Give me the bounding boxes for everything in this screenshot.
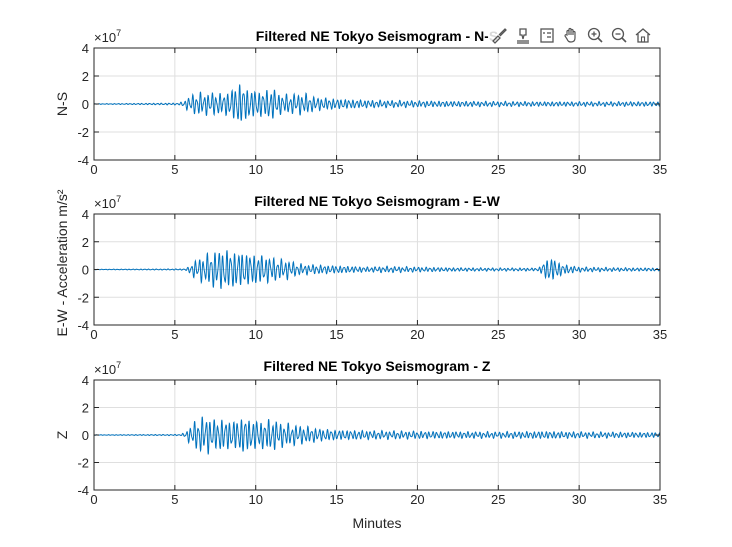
x-tick-label: 20	[410, 492, 424, 507]
y-tick-label: 2	[82, 69, 89, 84]
y-tick-label: 0	[82, 263, 89, 278]
y-tick-label: 2	[82, 401, 89, 416]
subplot-2: 0 5 10 15 20 25 30 35 -4 -2 0 2 4 ×107 Filtered NE Tok…	[77, 193, 667, 342]
x-tick-label: 10	[248, 492, 262, 507]
y-exponent-label: ×107	[94, 194, 121, 211]
subplot-title: Filtered NE Tokyo Seismogram - Z	[264, 358, 491, 374]
figure-ylabel: E-W - Acceleration m/s²	[54, 189, 70, 336]
x-tick-label: 0	[90, 327, 97, 342]
zoom-in-icon[interactable]	[584, 24, 605, 45]
x-tick-label: 35	[653, 162, 667, 177]
home-icon[interactable]	[632, 24, 653, 45]
subplot-ylabel: N-S	[54, 92, 70, 116]
x-tick-label: 0	[90, 492, 97, 507]
y-tick-label: 0	[82, 97, 89, 112]
x-tick-label: 5	[171, 327, 178, 342]
x-tick-label: 35	[653, 492, 667, 507]
y-tick-label: 4	[82, 41, 89, 56]
data-tips-icon[interactable]	[512, 24, 533, 45]
x-tick-label: 10	[248, 327, 262, 342]
x-tick-label: 20	[410, 327, 424, 342]
x-tick-label: 25	[491, 327, 505, 342]
y-exponent-label: ×107	[94, 28, 121, 45]
axes-toolbar	[488, 24, 653, 46]
subplot-ylabel: Z	[54, 430, 70, 439]
x-tick-label: 15	[329, 327, 343, 342]
y-tick-label: 4	[82, 373, 89, 388]
y-tick-label: 4	[82, 207, 89, 222]
x-tick-label: 15	[329, 162, 343, 177]
figure-xlabel: Minutes	[352, 515, 401, 531]
subplot-title: Filtered NE Tokyo Seismogram - E-W	[254, 193, 500, 209]
y-tick-label: 2	[82, 235, 89, 250]
y-tick-label: -4	[77, 153, 89, 168]
y-tick-label: -4	[77, 483, 89, 498]
x-tick-label: 30	[572, 162, 586, 177]
subplot-1: 0 5 10 15 20 25 30 35 -4 -2 0 2 4 ×107 Filtered NE Tok…	[54, 28, 667, 177]
y-exponent-label: ×107	[94, 360, 121, 377]
y-tick-label: -2	[77, 125, 89, 140]
y-tick-label: -2	[77, 456, 89, 471]
subplot-3: 0 5 10 15 20 25 30 35 -4 -2 0 2 4 ×107 Filtered NE Tok…	[54, 358, 667, 507]
seismogram-trace	[93, 416, 661, 455]
x-tick-label: 20	[410, 162, 424, 177]
pan-icon[interactable]	[560, 24, 581, 45]
legend-icon[interactable]	[536, 24, 557, 45]
zoom-out-icon[interactable]	[608, 24, 629, 45]
x-tick-label: 35	[653, 327, 667, 342]
x-tick-label: 25	[491, 492, 505, 507]
x-tick-label: 0	[90, 162, 97, 177]
y-tick-label: -4	[77, 318, 89, 333]
x-tick-label: 30	[572, 492, 586, 507]
brush-icon[interactable]	[488, 24, 509, 45]
subplot-title: Filtered NE Tokyo Seismogram - N-S	[256, 28, 498, 44]
x-tick-label: 15	[329, 492, 343, 507]
x-tick-label: 30	[572, 327, 586, 342]
seismogram-trace	[93, 250, 661, 289]
x-tick-label: 10	[248, 162, 262, 177]
y-tick-label: -2	[77, 290, 89, 305]
x-tick-label: 25	[491, 162, 505, 177]
x-tick-label: 5	[171, 162, 178, 177]
y-tick-label: 0	[82, 428, 89, 443]
x-tick-label: 5	[171, 492, 178, 507]
seismogram-trace	[93, 84, 661, 121]
